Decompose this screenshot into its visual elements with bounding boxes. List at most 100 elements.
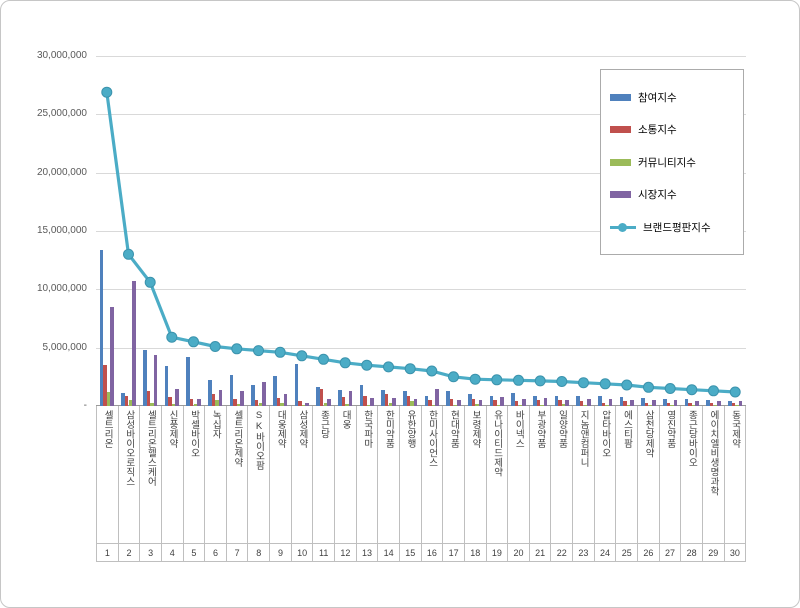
rank-label: 8: [247, 544, 269, 561]
bar-market-rank13: [370, 397, 375, 406]
category-label: 한미사이언스: [426, 410, 438, 467]
category-cell-22: 일양약품: [550, 406, 572, 543]
bar-communication-rank30: [731, 402, 736, 406]
bar-participation-rank19: [489, 395, 494, 406]
category-cell-7: 셀트리온제약: [225, 406, 248, 543]
rank-label: 29: [701, 544, 724, 561]
bar-communication-rank11: [319, 388, 324, 406]
category-label: 현대약품: [448, 410, 460, 448]
bar-market-rank14: [392, 397, 396, 406]
category-cell-12: 대웅: [334, 406, 356, 543]
line-marker-rank12: [339, 357, 351, 369]
category-label: 종근당바이오: [686, 410, 698, 467]
rank-label: 7: [225, 544, 248, 561]
category-label: 종근당: [318, 410, 330, 439]
rank-label: 24: [593, 544, 616, 561]
bar-participation-rank20: [511, 393, 515, 406]
legend-label: 소통지수: [638, 124, 677, 136]
rank-label: 13: [355, 544, 378, 561]
bar-community-rank28: [691, 404, 696, 406]
bar-market-rank20: [522, 399, 526, 406]
legend-item-brand: 브랜드평판지수: [610, 220, 734, 235]
bar-communication-rank29: [709, 402, 714, 406]
bar-market-rank17: [457, 400, 461, 406]
bar-communication-rank8: [254, 400, 259, 406]
category-cell-2: 삼성바이오로직스: [117, 406, 140, 543]
line-marker-rank16: [426, 365, 438, 377]
bar-market-rank15: [413, 399, 418, 406]
bar-market-rank16: [435, 388, 440, 406]
bar-communication-rank4: [168, 396, 172, 406]
bar-communication-rank21: [536, 400, 541, 406]
category-label: 동국제약: [729, 410, 741, 448]
legend-bar-swatch-icon: [610, 93, 631, 101]
category-label: 녹십자: [210, 410, 222, 439]
y-tick-label: 10,000,000: [36, 283, 87, 295]
category-label: SK바이오팜: [253, 410, 265, 470]
line-marker-rank7: [231, 343, 243, 355]
category-label: 한미약품: [383, 410, 395, 448]
bar-market-rank25: [630, 400, 635, 406]
bar-market-rank5: [197, 399, 201, 406]
bar-community-rank20: [518, 404, 523, 406]
legend-label: 참여지수: [638, 91, 677, 104]
legend-bar-swatch-icon: [610, 191, 631, 198]
bar-community-rank18: [475, 403, 479, 406]
bar-community-rank7: [236, 403, 241, 406]
x-axis-rank-labels: 1 2 3 4 5 6 7 8 9 10 11 12 13 14 15 16 17 18 19 20 21 22 23 24 2…: [96, 544, 747, 562]
line-marker-rank29: [708, 385, 719, 397]
category-cell-17: 현대약품: [442, 406, 464, 543]
category-cell-21: 부광약품: [528, 406, 551, 543]
rank-label: 5: [182, 544, 205, 561]
rank-label: 1: [96, 544, 118, 561]
category-cell-28: 종근당바이오: [680, 406, 702, 543]
line-marker-rank21: [534, 375, 546, 387]
category-label: 대웅제약: [275, 410, 287, 448]
bar-communication-rank17: [449, 399, 454, 406]
line-marker-rank14: [383, 361, 394, 373]
bar-participation-rank1: [99, 249, 104, 406]
line-marker-rank17: [448, 371, 459, 383]
category-cell-5: 박셀바이오: [182, 406, 205, 543]
legend-item-market: 시장지수: [610, 187, 734, 202]
category-cell-8: SK바이오팜: [247, 406, 269, 543]
category-label: 삼천당제약: [643, 410, 655, 458]
bar-participation-rank26: [641, 397, 645, 406]
category-cell-13: 한국파마: [355, 406, 378, 543]
category-cell-15: 유한양행: [398, 406, 421, 543]
bar-communication-rank6: [211, 394, 216, 406]
rank-label: 18: [463, 544, 486, 561]
bar-communication-rank14: [384, 394, 389, 406]
line-marker-rank20: [513, 374, 524, 386]
bar-communication-rank12: [341, 396, 346, 406]
bar-communication-rank22: [558, 400, 562, 406]
category-cell-16: 한미사이언스: [420, 406, 443, 543]
line-marker-rank6: [209, 341, 221, 352]
line-marker-rank22: [556, 376, 568, 387]
bar-communication-rank7: [233, 399, 237, 406]
bar-participation-rank21: [532, 395, 537, 406]
bar-communication-rank23: [579, 401, 584, 406]
y-tick-label: 5,000,000: [42, 341, 88, 353]
bar-market-rank3: [153, 354, 158, 406]
bar-market-rank8: [262, 381, 266, 406]
bar-market-rank4: [175, 388, 180, 406]
bar-communication-rank9: [276, 397, 281, 406]
rank-label: 12: [334, 544, 356, 561]
bar-communication-rank16: [428, 400, 432, 406]
bar-market-rank6: [218, 389, 223, 406]
line-marker-rank30: [729, 386, 741, 398]
line-marker-rank2: [123, 248, 134, 260]
category-label: 한국파마: [361, 410, 373, 448]
rank-label: 25: [615, 544, 637, 561]
rank-label: 17: [442, 544, 464, 561]
y-tick-label: 25,000,000: [36, 108, 87, 120]
rank-label: 2: [117, 544, 140, 561]
bar-communication-rank10: [298, 401, 302, 406]
rank-label: 23: [572, 544, 594, 561]
category-cell-19: 유나이티드제약: [485, 406, 508, 543]
bar-communication-rank3: [146, 390, 151, 406]
bar-community-rank5: [193, 404, 198, 406]
category-cell-25: 에스티팜: [615, 406, 637, 543]
bar-community-rank10: [301, 404, 306, 406]
